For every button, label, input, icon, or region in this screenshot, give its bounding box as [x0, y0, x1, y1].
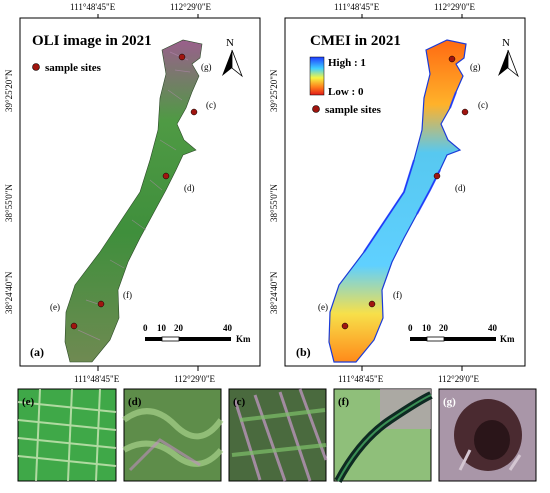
scale-tick-40: 40 [488, 323, 498, 333]
scale-tick-0: 0 [408, 323, 413, 333]
sample-site-d [433, 172, 441, 180]
sample-site-e [341, 322, 349, 330]
panel-a-left-ticks: 39°25'20"N 38°55'0"N 38°24'40"N [4, 69, 14, 314]
sample-site-label-c: (c) [478, 100, 488, 110]
panel-a-top-tick-2: 112°29'0"E [170, 2, 212, 12]
thumbnail-label-g: (g) [443, 396, 456, 408]
scale-tick-40: 40 [223, 323, 233, 333]
legend-color-ramp [309, 56, 325, 96]
panel-a: 111°48'45"E 112°29'0"E 39°25'20"N 38°55'… [4, 2, 261, 367]
sample-site-label-f: (f) [393, 290, 402, 300]
panel-a-top-tick-1: 111°48'45"E [70, 2, 116, 12]
sample-site-d [162, 172, 170, 180]
panel-a-north-arrow: N [222, 37, 243, 78]
panel-b-left-tick-2: 38°55'0"N [269, 184, 279, 222]
sample-site-label-c: (c) [206, 100, 216, 110]
bottom-tick-a-2: 112°29'0"E [174, 374, 216, 384]
thumbnail-e: (e) [17, 388, 117, 482]
panel-b-left-tick-3: 38°24'40"N [269, 271, 279, 314]
sample-site-e [70, 322, 78, 330]
panel-b-legend-marker [312, 105, 320, 113]
thumbnail-c: (c) [228, 388, 328, 482]
panel-a-left-tick-3: 38°24'40"N [4, 271, 14, 314]
bottom-tick-a-1: 111°48'45"E [74, 374, 120, 384]
thumbnail-f: (f) [333, 388, 433, 483]
panel-b-color-legend: High : 1 Low : 0 sample sites [309, 56, 382, 116]
sample-site-c [461, 108, 469, 116]
thumbnail-g: (g) [438, 388, 537, 482]
panel-a-left-tick-1: 39°25'20"N [4, 69, 14, 112]
panel-b: 111°48'45"E 112°29'0"E 39°25'20"N 38°55'… [269, 2, 526, 367]
thumbnails: (e) (d) (c) (f) (g [17, 388, 537, 483]
panel-b-title: CMEI in 2021 [310, 33, 401, 49]
panel-a-sample-sites: (g) (c) (d) (f) (e) [50, 53, 216, 330]
thumbnail-label-d: (d) [128, 396, 142, 408]
sample-site-f [368, 300, 376, 308]
bottom-tick-b-1: 111°48'45"E [338, 374, 384, 384]
scale-unit: Km [500, 334, 515, 344]
panel-b-left-ticks: 39°25'20"N 38°55'0"N 38°24'40"N [269, 69, 279, 314]
sample-site-g [448, 55, 456, 63]
bottom-ticks: 111°48'45"E 112°29'0"E 111°48'45"E 112°2… [74, 366, 480, 384]
panel-b-label: (b) [296, 345, 311, 359]
panel-b-sample-sites: (g) (c) (d) (f) (e) [318, 55, 488, 330]
panel-b-top-tick-1: 111°48'45"E [334, 2, 380, 12]
legend-low-label: Low : 0 [328, 86, 364, 98]
panel-a-title: OLI image in 2021 [32, 33, 152, 49]
scale-tick-10: 10 [157, 323, 167, 333]
sample-site-label-e: (e) [50, 302, 60, 312]
thumbnail-label-f: (f) [338, 396, 349, 408]
panel-b-scalebar: 0 10 20 40 Km [408, 323, 515, 344]
thumbnail-label-c: (c) [233, 396, 246, 408]
panel-b-legend-label: sample sites [325, 104, 382, 116]
panel-a-scalebar: 0 10 20 40 Km [143, 323, 251, 344]
panel-b-top-tick-2: 112°29'0"E [434, 2, 476, 12]
scale-unit: Km [236, 334, 251, 344]
scale-tick-20: 20 [439, 323, 449, 333]
sample-site-label-d: (d) [455, 183, 466, 193]
sample-site-c [190, 108, 198, 116]
panel-b-north-arrow: N [498, 37, 519, 78]
panel-a-label: (a) [30, 345, 44, 359]
panel-a-legend-label: sample sites [45, 62, 102, 74]
scale-tick-10: 10 [422, 323, 432, 333]
north-label: N [226, 37, 234, 49]
north-label: N [502, 37, 510, 49]
panel-b-left-tick-1: 39°25'20"N [269, 69, 279, 112]
sample-site-label-e: (e) [318, 302, 328, 312]
panel-a-legend-marker [32, 63, 40, 71]
bottom-tick-b-2: 112°29'0"E [438, 374, 480, 384]
scale-tick-20: 20 [174, 323, 184, 333]
sample-site-label-d: (d) [184, 183, 195, 193]
thumbnail-d: (d) [122, 388, 224, 482]
thumbnail-label-e: (e) [22, 396, 35, 408]
sample-site-label-g: (g) [201, 62, 212, 72]
panel-a-left-tick-2: 38°55'0"N [4, 184, 14, 222]
legend-high-label: High : 1 [328, 57, 366, 69]
sample-site-label-f: (f) [123, 290, 132, 300]
sample-site-g [178, 53, 186, 61]
sample-site-f [97, 300, 105, 308]
scale-tick-0: 0 [143, 323, 148, 333]
sample-site-label-g: (g) [470, 62, 481, 72]
